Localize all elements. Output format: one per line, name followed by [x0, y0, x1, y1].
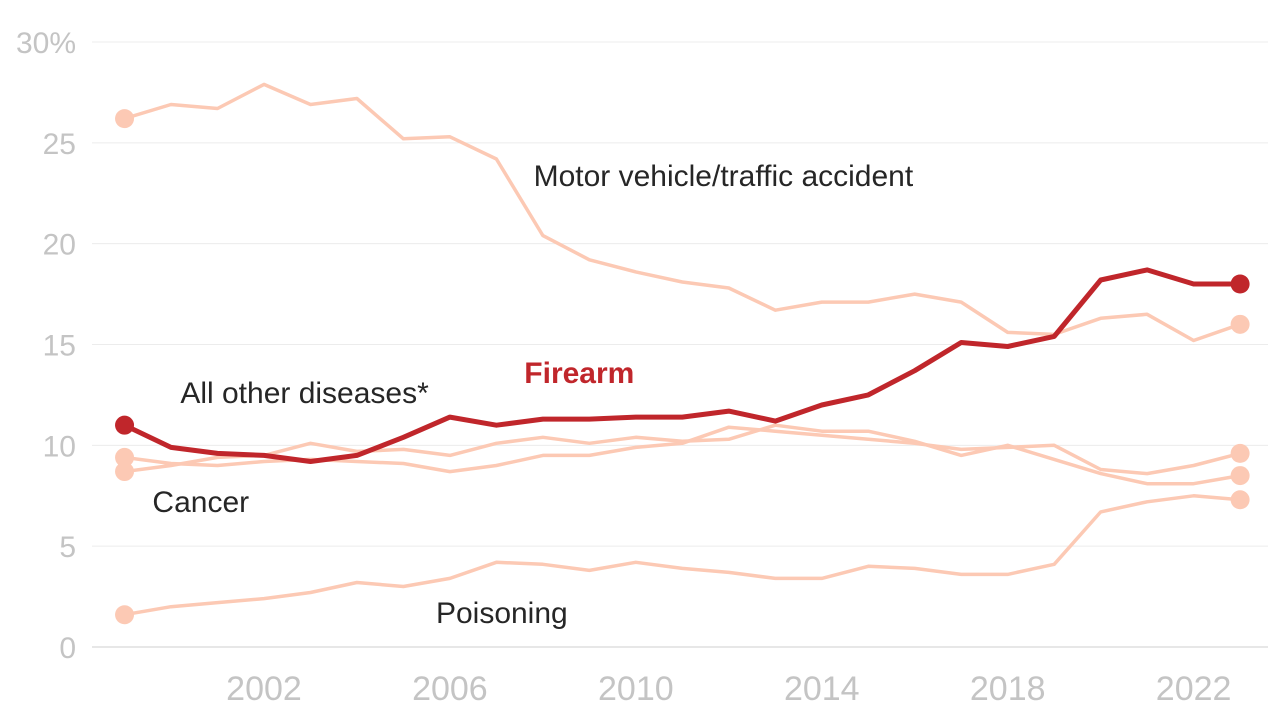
y-tick-label-30: 30%	[16, 27, 76, 60]
series-lines	[122, 82, 1243, 617]
x-tick-label-2002: 2002	[226, 670, 302, 708]
series-start-point-firearm	[115, 415, 135, 435]
y-tick-label-5: 5	[59, 531, 76, 564]
series-end-point-all-other-diseases	[1230, 443, 1250, 463]
series-end-point-firearm	[1230, 274, 1250, 294]
series-label-motor-vehicle-traffic-accident: Motor vehicle/traffic accident	[534, 160, 914, 193]
series-line-firearm	[122, 267, 1243, 464]
y-tick-label-10: 10	[43, 430, 76, 463]
series-end-point-motor-vehicle-traffic-accident	[1230, 314, 1250, 334]
gridlines	[92, 41, 1268, 648]
series-label-firearm: Firearm	[524, 357, 634, 390]
series-end-point-poisoning	[1230, 490, 1250, 510]
series-start-point-motor-vehicle-traffic-accident	[115, 109, 135, 129]
series-line-poisoning	[122, 494, 1242, 617]
series-start-point-all-other-diseases	[115, 447, 135, 467]
series-line-cancer	[122, 423, 1242, 486]
y-tick-label-0: 0	[59, 632, 76, 665]
x-axis-tick-labels: 2002 2006 2010 2014 2018 2022	[226, 670, 1231, 708]
y-tick-label-25: 25	[43, 128, 76, 161]
x-tick-label-2018: 2018	[970, 670, 1046, 708]
series-labels: Motor vehicle/traffic accident Firearm All…	[152, 160, 913, 630]
series-label-poisoning: Poisoning	[436, 597, 568, 630]
x-tick-label-2010: 2010	[598, 670, 674, 708]
series-end-point-cancer	[1230, 466, 1250, 486]
series-endpoints	[115, 109, 1250, 625]
y-tick-label-20: 20	[43, 229, 76, 262]
series-line-motor-vehicle-traffic-accident	[122, 82, 1242, 343]
x-tick-label-2006: 2006	[412, 670, 488, 708]
series-start-point-cancer	[115, 462, 135, 482]
series-start-point-poisoning	[115, 605, 135, 625]
y-tick-label-15: 15	[43, 330, 76, 363]
series-label-cancer: Cancer	[152, 486, 249, 519]
x-tick-label-2022: 2022	[1156, 670, 1232, 708]
x-tick-label-2014: 2014	[784, 670, 860, 708]
y-axis-tick-labels: 0 5 10 15 20 25 30%	[16, 27, 76, 665]
series-label-all-other-diseases: All other diseases*	[180, 377, 429, 410]
